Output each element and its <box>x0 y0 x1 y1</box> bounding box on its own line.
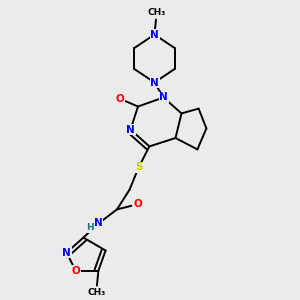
Text: S: S <box>135 162 142 172</box>
Text: CH₃: CH₃ <box>148 8 166 17</box>
Text: N: N <box>150 29 159 40</box>
Text: N: N <box>126 124 135 135</box>
Text: O: O <box>71 266 80 276</box>
Text: O: O <box>116 94 124 104</box>
Text: N: N <box>159 92 168 103</box>
Text: N: N <box>62 248 71 258</box>
Text: N: N <box>150 77 159 88</box>
Text: CH₃: CH₃ <box>88 288 106 297</box>
Text: N: N <box>94 218 103 229</box>
Text: H: H <box>86 223 94 232</box>
Text: O: O <box>134 199 142 209</box>
